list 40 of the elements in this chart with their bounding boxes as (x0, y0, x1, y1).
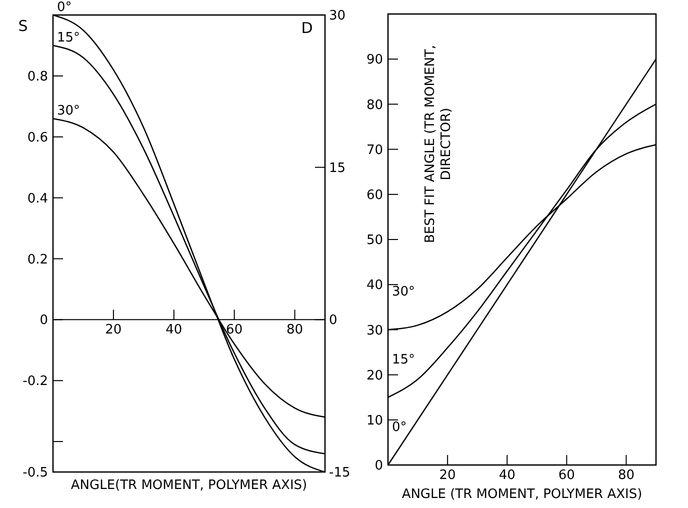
x-tick-label: 40 (498, 468, 516, 483)
y-axis-title: BEST FIT ANGLE (TR MOMENT, DIRECTOR) (423, 45, 454, 243)
x-tick-label: 80 (618, 468, 634, 483)
y-tick-label: 10 (366, 413, 383, 428)
y-tick-label: -0.5 (22, 466, 48, 481)
y2-tick-label: 30 (329, 8, 346, 24)
y-tick-label: 60 (366, 188, 383, 203)
x-tick-label: 60 (226, 322, 243, 338)
series-label: 30° (57, 104, 80, 119)
y-tick-label: 0 (374, 458, 383, 474)
x-tick-label: 40 (166, 322, 182, 338)
x-tick-label: 80 (286, 322, 304, 338)
y2-axis-title: D (301, 19, 313, 37)
y-tick-label: 70 (366, 142, 383, 158)
y2-tick-label: -15 (329, 466, 350, 481)
y-tick-label: 0.4 (27, 191, 48, 206)
y-tick-label: 0 (40, 313, 48, 328)
series-label: 15° (57, 30, 80, 46)
y-tick-label: 80 (366, 98, 383, 113)
y-tick-label: 50 (366, 233, 383, 248)
y2-tick-label: 15 (329, 160, 346, 176)
y-axis-title: S (18, 17, 28, 35)
series-label: 0° (392, 420, 407, 435)
y-tick-label: 20 (366, 368, 383, 384)
y-tick-label: 90 (366, 52, 383, 68)
y-tick-label: 0.8 (27, 69, 48, 84)
y2-tick-label: 0 (329, 313, 338, 328)
y-tick-label: -0.2 (22, 374, 48, 390)
x-axis-title: ANGLE (TR MOMENT, POLYMER AXIS) (402, 487, 642, 502)
x-tick-label: 60 (558, 468, 575, 483)
y-tick-label: 30 (366, 323, 383, 338)
y-tick-label: 40 (366, 278, 383, 294)
x-tick-label: 20 (439, 468, 456, 483)
series-label: 30° (392, 284, 416, 300)
x-axis-title: ANGLE(TR MOMENT, POLYMER AXIS) (70, 478, 308, 493)
series-label: 15° (392, 352, 416, 368)
series-label: 0° (57, 0, 72, 15)
x-tick-label: 20 (105, 322, 122, 338)
y-tick-label: 0.6 (27, 130, 48, 146)
y-tick-label: 0.2 (27, 252, 48, 268)
